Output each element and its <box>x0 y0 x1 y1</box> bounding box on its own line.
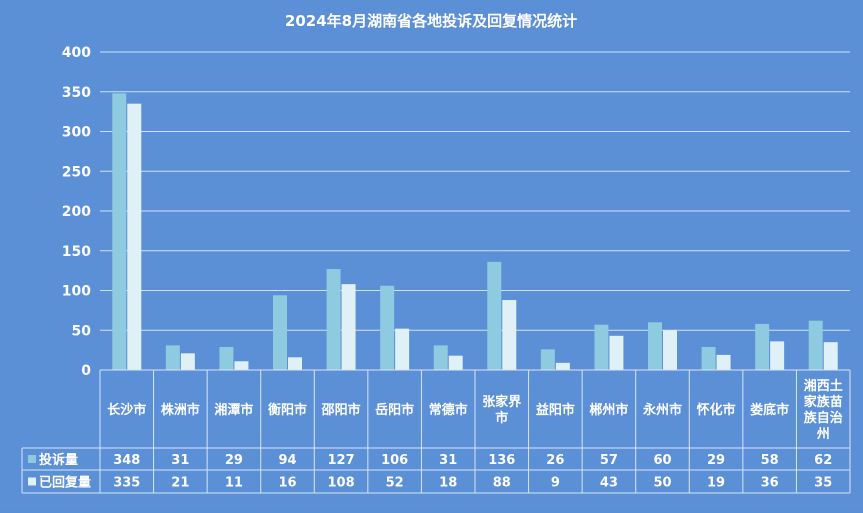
bar-complaints <box>112 93 127 370</box>
x-category-label: 岳阳市 <box>375 402 414 418</box>
bar-replied <box>555 362 570 370</box>
bar-complaints <box>273 295 287 370</box>
legend-label: 已回复量 <box>39 475 91 491</box>
table-cell-value: 88 <box>493 476 511 491</box>
bar-complaints <box>594 324 609 370</box>
x-category-label: 娄底市 <box>750 402 789 418</box>
x-category-label: 株洲市 <box>161 402 200 418</box>
y-tick-label: 50 <box>72 323 92 339</box>
bar-complaints <box>540 349 555 370</box>
y-tick-label: 350 <box>62 85 91 101</box>
x-category-label: 常德市 <box>429 402 468 418</box>
x-category-label: 市 <box>495 410 508 426</box>
y-tick-label: 150 <box>62 244 91 260</box>
bar-complaints <box>701 346 716 370</box>
x-category-label: 邵阳市 <box>321 402 361 418</box>
table-cell-value: 35 <box>814 476 832 491</box>
y-axis-ticks: 0 50 100 150 200 250 300 350 400 <box>62 45 91 379</box>
x-category-label: 家族苗 <box>804 394 843 410</box>
bar-replied <box>663 330 677 370</box>
table-cell-value: 58 <box>761 453 779 468</box>
table-cell-value: 60 <box>653 453 671 468</box>
bar-complaints <box>808 320 823 370</box>
bar-replied <box>341 284 356 370</box>
table-cell-value: 31 <box>439 453 457 468</box>
table-cell-value: 31 <box>171 453 189 468</box>
table-cell-value: 335 <box>113 476 140 491</box>
legend-key-complaints <box>28 455 36 463</box>
x-category-label: 永州市 <box>642 402 682 418</box>
table-cell-value: 62 <box>814 453 832 468</box>
bar-complaints <box>326 269 341 370</box>
legend-key-replied <box>28 477 36 486</box>
bar-complaints <box>219 346 234 370</box>
x-category-label: 郴州市 <box>589 402 628 418</box>
chart-title: 2024年8月湖南省各地投诉及回复情况统计 <box>285 12 577 30</box>
gridlines <box>100 51 850 331</box>
table-cell-value: 106 <box>381 453 408 468</box>
bar-replied <box>770 341 785 370</box>
legend-label: 投诉量 <box>39 452 78 468</box>
x-category-label: 长沙市 <box>107 402 146 418</box>
bar-complaints <box>487 261 502 370</box>
bars <box>112 93 838 371</box>
bar-replied <box>127 103 142 371</box>
table-cell-value: 136 <box>488 453 515 468</box>
x-category-label: 湘西土 <box>804 378 843 394</box>
x-category-label: 族自治 <box>804 410 843 426</box>
x-category-label: 张家界 <box>482 394 521 410</box>
table-cell-value: 21 <box>171 476 189 491</box>
bar-replied <box>823 342 838 370</box>
table-cell-value: 9 <box>551 476 560 491</box>
table-cell-value: 127 <box>328 453 355 468</box>
table-cell-value: 43 <box>600 476 618 491</box>
bar-replied <box>716 354 731 370</box>
bar-replied <box>288 357 302 370</box>
bar-replied <box>395 328 410 370</box>
y-tick-label: 100 <box>62 284 91 300</box>
table-cell-value: 29 <box>707 453 725 468</box>
bar-complaints <box>433 345 448 370</box>
table-cell-value: 94 <box>278 453 296 468</box>
y-tick-label: 400 <box>62 45 91 61</box>
table-cell-value: 57 <box>600 453 618 468</box>
y-tick-label: 0 <box>81 363 91 379</box>
table-cell-value: 108 <box>328 476 355 491</box>
table-cell-value: 50 <box>653 476 671 491</box>
y-tick-label: 200 <box>62 204 91 220</box>
bar-replied <box>180 353 195 370</box>
table-cell-value: 36 <box>761 476 779 491</box>
x-category-label: 衡阳市 <box>268 402 307 418</box>
bar-replied <box>234 361 249 370</box>
bar-complaints <box>165 345 180 370</box>
table-cell-value: 52 <box>386 476 404 491</box>
bar-complaints <box>755 323 770 370</box>
bar-replied <box>502 300 517 370</box>
bar-complaints <box>648 322 662 370</box>
table-cell-value: 19 <box>707 476 725 491</box>
y-tick-label: 300 <box>62 125 91 141</box>
table-cell-value: 11 <box>225 476 243 491</box>
x-category-label: 怀化市 <box>697 402 736 418</box>
bar-replied <box>448 355 463 370</box>
y-tick-label: 250 <box>62 164 91 180</box>
table-cell-value: 29 <box>225 453 243 468</box>
x-category-label: 州 <box>816 427 830 442</box>
x-category-label: 湘潭市 <box>214 402 253 418</box>
bar-replied <box>609 335 624 370</box>
bar-complaints <box>380 285 395 370</box>
table-cell-value: 348 <box>113 453 140 468</box>
table-cell-value: 16 <box>278 476 296 491</box>
table-cell-value: 26 <box>546 453 564 468</box>
x-category-label: 益阳市 <box>536 402 575 418</box>
table-cell-value: 18 <box>439 476 457 491</box>
